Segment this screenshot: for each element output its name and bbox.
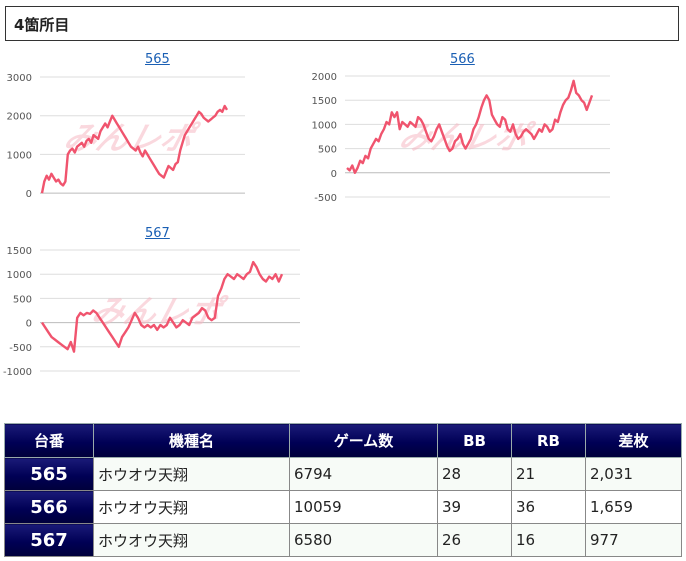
table-row: 566 ホウオウ天翔 10059 39 36 1,659 <box>4 490 682 524</box>
results-table: 台番 機種名 ゲーム数 BB RB 差枚 565 ホウオウ天翔 6794 28 … <box>4 423 682 557</box>
y-tick-label: -1000 <box>3 367 32 378</box>
y-tick-label: 0 <box>331 169 337 180</box>
machine-name-cell: ホウオウ天翔 <box>93 523 290 557</box>
chart-565: 565 0 1000 2000 3000 みんレポ <box>0 50 260 210</box>
y-tick-label: 500 <box>13 294 32 305</box>
chart-567: 567 -1000 -500 0 500 1000 1500 みんレポ <box>0 224 310 384</box>
machine-name-cell: ホウオウ天翔 <box>93 490 290 524</box>
column-header: 台番 <box>4 423 94 458</box>
y-tick-label: 0 <box>26 319 32 330</box>
diff-cell: 1,659 <box>585 490 682 524</box>
table-row: 567 ホウオウ天翔 6580 26 16 977 <box>4 523 682 557</box>
section-header: 4箇所目 <box>5 6 679 41</box>
y-tick-label: 2000 <box>7 112 32 123</box>
y-tick-label: 1500 <box>312 96 337 107</box>
series-line <box>40 104 229 194</box>
rb-cell: 16 <box>511 523 586 557</box>
column-header: BB <box>437 423 512 458</box>
rb-cell: 36 <box>511 490 586 524</box>
machine-name-cell: ホウオウ天翔 <box>93 457 290 491</box>
machine-number-cell: 567 <box>4 523 94 557</box>
machine-number-cell: 565 <box>4 457 94 491</box>
diff-cell: 2,031 <box>585 457 682 491</box>
chart-566: 566 -500 0 500 1000 1500 2000 みんレポ <box>305 50 625 210</box>
bb-cell: 26 <box>437 523 512 557</box>
games-cell: 6580 <box>289 523 438 557</box>
bb-cell: 39 <box>437 490 512 524</box>
table-row: 565 ホウオウ天翔 6794 28 21 2,031 <box>4 457 682 491</box>
machine-number-cell: 566 <box>4 490 94 524</box>
chart-title-link[interactable]: 567 <box>145 226 170 241</box>
y-tick-label: -500 <box>314 193 337 204</box>
games-cell: 6794 <box>289 457 438 491</box>
column-header: RB <box>511 423 586 458</box>
column-header: 差枚 <box>585 423 682 458</box>
y-tick-label: 1500 <box>7 246 32 257</box>
bb-cell: 28 <box>437 457 512 491</box>
chart-title-link[interactable]: 566 <box>450 52 475 67</box>
series-line <box>41 260 284 353</box>
section-title: 4箇所目 <box>14 16 70 34</box>
line-chart: 0 1000 2000 3000 みんレポ <box>7 73 245 200</box>
y-tick-label: 1000 <box>7 270 32 281</box>
column-header: ゲーム数 <box>289 423 438 458</box>
y-tick-label: 3000 <box>7 73 32 84</box>
y-tick-label: 500 <box>318 145 337 156</box>
y-tick-label: 0 <box>26 189 32 200</box>
y-tick-label: 2000 <box>312 72 337 83</box>
y-tick-label: 1000 <box>7 150 32 161</box>
chart-title-link[interactable]: 565 <box>145 52 170 67</box>
table-header-row: 台番 機種名 ゲーム数 BB RB 差枚 <box>4 423 682 458</box>
column-header: 機種名 <box>93 423 290 458</box>
series-line <box>346 79 594 175</box>
watermark-logo: みんレポ <box>60 120 203 157</box>
rb-cell: 21 <box>511 457 586 491</box>
y-tick-label: 1000 <box>312 120 337 131</box>
diff-cell: 977 <box>585 523 682 557</box>
games-cell: 10059 <box>289 490 438 524</box>
y-tick-label: -500 <box>9 343 32 354</box>
